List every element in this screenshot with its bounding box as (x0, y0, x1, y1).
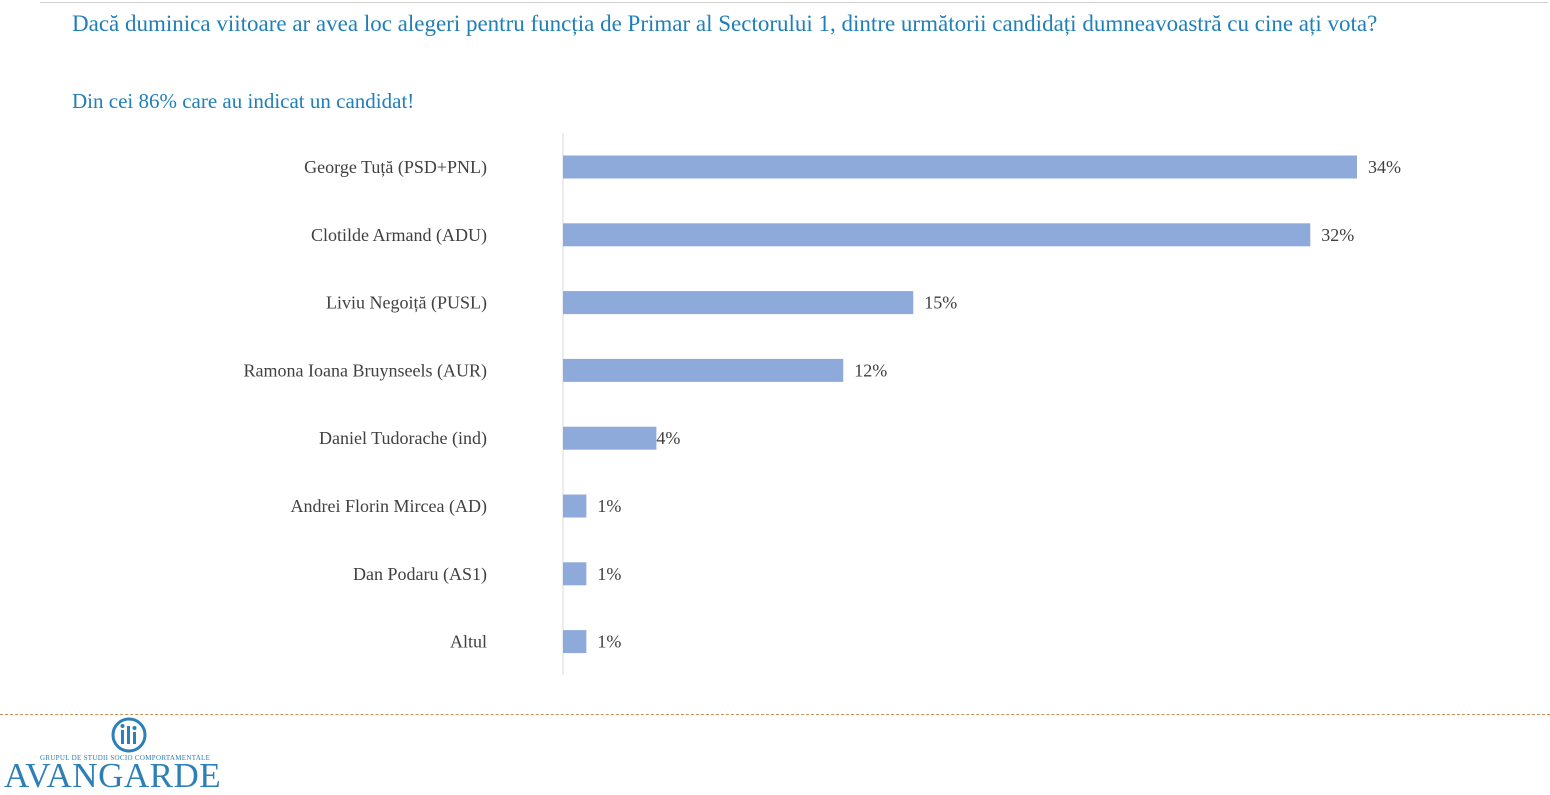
bar (563, 155, 1357, 179)
bar (563, 426, 657, 450)
chart-title: Dacă duminica viitoare ar avea loc alege… (72, 11, 1378, 36)
category-label: Clotilde Armand (ADU) (311, 225, 487, 246)
category-label: Dan Podaru (AS1) (353, 564, 487, 585)
value-label: 34% (1368, 157, 1401, 177)
bar (563, 223, 1311, 247)
category-label: Liviu Negoiță (PUSL) (326, 293, 487, 314)
category-label: Daniel Tudorache (ind) (319, 428, 487, 449)
chart-subtitle: Din cei 86% care au indicat un candidat! (72, 89, 415, 113)
value-label: 32% (1321, 225, 1354, 245)
bar (563, 291, 914, 315)
logo-tagline: GRUPUL DE STUDII SOCIO COMPORTAMENTALE (40, 754, 211, 762)
avangarde-logo: GRUPUL DE STUDII SOCIO COMPORTAMENTALE A… (4, 716, 254, 794)
category-label: Ramona Ioana Bruynseels (AUR) (244, 360, 487, 381)
category-label: Altul (450, 632, 487, 652)
category-label: George Tuță (PSD+PNL) (304, 157, 487, 178)
logo-icon (111, 717, 147, 753)
top-divider (40, 2, 1548, 3)
bar (563, 358, 844, 382)
category-label: Andrei Florin Mircea (AD) (291, 496, 487, 517)
value-label: 12% (854, 360, 887, 380)
bar (563, 630, 587, 654)
value-label: 1% (597, 564, 621, 584)
footer-divider (0, 714, 1550, 715)
logo-wordmark: AVANGARDE (4, 756, 222, 795)
bar-chart: George Tuță (PSD+PNL) 34% Clotilde Armand … (244, 133, 1401, 675)
value-label: 15% (924, 293, 957, 313)
value-label: 1% (597, 632, 621, 652)
value-label: 4% (656, 428, 680, 448)
bar (563, 494, 587, 518)
bar (563, 562, 587, 586)
value-label: 1% (597, 496, 621, 516)
